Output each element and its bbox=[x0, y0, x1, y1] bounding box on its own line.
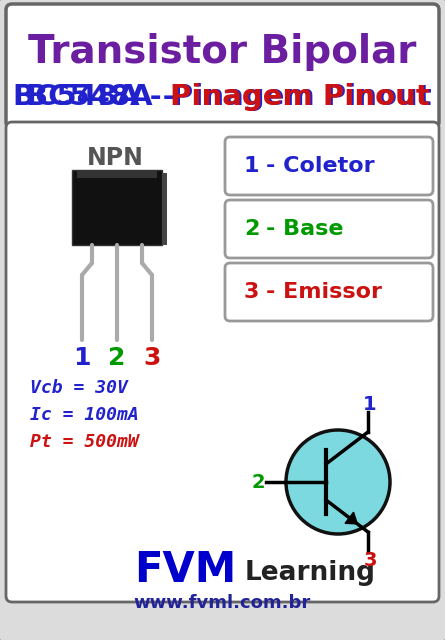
Text: 2: 2 bbox=[108, 346, 125, 370]
FancyBboxPatch shape bbox=[225, 263, 433, 321]
Text: 2: 2 bbox=[251, 472, 265, 492]
Text: FVM: FVM bbox=[134, 549, 236, 591]
Text: BC548A -: BC548A - bbox=[26, 83, 174, 111]
Text: www.fvml.com.br: www.fvml.com.br bbox=[134, 594, 311, 612]
Bar bbox=[162, 173, 167, 245]
Text: 3: 3 bbox=[143, 346, 161, 370]
FancyBboxPatch shape bbox=[6, 122, 439, 602]
Text: 1: 1 bbox=[73, 346, 91, 370]
FancyBboxPatch shape bbox=[225, 137, 433, 195]
Text: - Emissor: - Emissor bbox=[266, 282, 382, 302]
Text: 1: 1 bbox=[363, 394, 377, 413]
Text: NPN: NPN bbox=[87, 146, 143, 170]
Text: Pinagem Pinout: Pinagem Pinout bbox=[170, 83, 430, 111]
Ellipse shape bbox=[286, 430, 390, 534]
Text: 1: 1 bbox=[244, 156, 259, 176]
Text: 2: 2 bbox=[244, 219, 259, 239]
FancyBboxPatch shape bbox=[6, 4, 439, 128]
Bar bbox=[77, 170, 157, 178]
Text: Pt = 500mW: Pt = 500mW bbox=[30, 433, 139, 451]
Text: Ic = 100mA: Ic = 100mA bbox=[30, 406, 139, 424]
Polygon shape bbox=[345, 512, 357, 524]
Bar bbox=[72, 170, 162, 245]
Text: 3: 3 bbox=[244, 282, 259, 302]
Text: BC548A - Pinagem Pinout: BC548A - Pinagem Pinout bbox=[13, 83, 431, 111]
Text: - Base: - Base bbox=[266, 219, 344, 239]
Text: Vcb = 30V: Vcb = 30V bbox=[30, 379, 128, 397]
FancyBboxPatch shape bbox=[225, 200, 433, 258]
Text: Transistor Bipolar: Transistor Bipolar bbox=[28, 33, 416, 71]
Text: 3: 3 bbox=[363, 550, 377, 570]
Text: Learning: Learning bbox=[244, 560, 376, 586]
Text: - Coletor: - Coletor bbox=[266, 156, 375, 176]
